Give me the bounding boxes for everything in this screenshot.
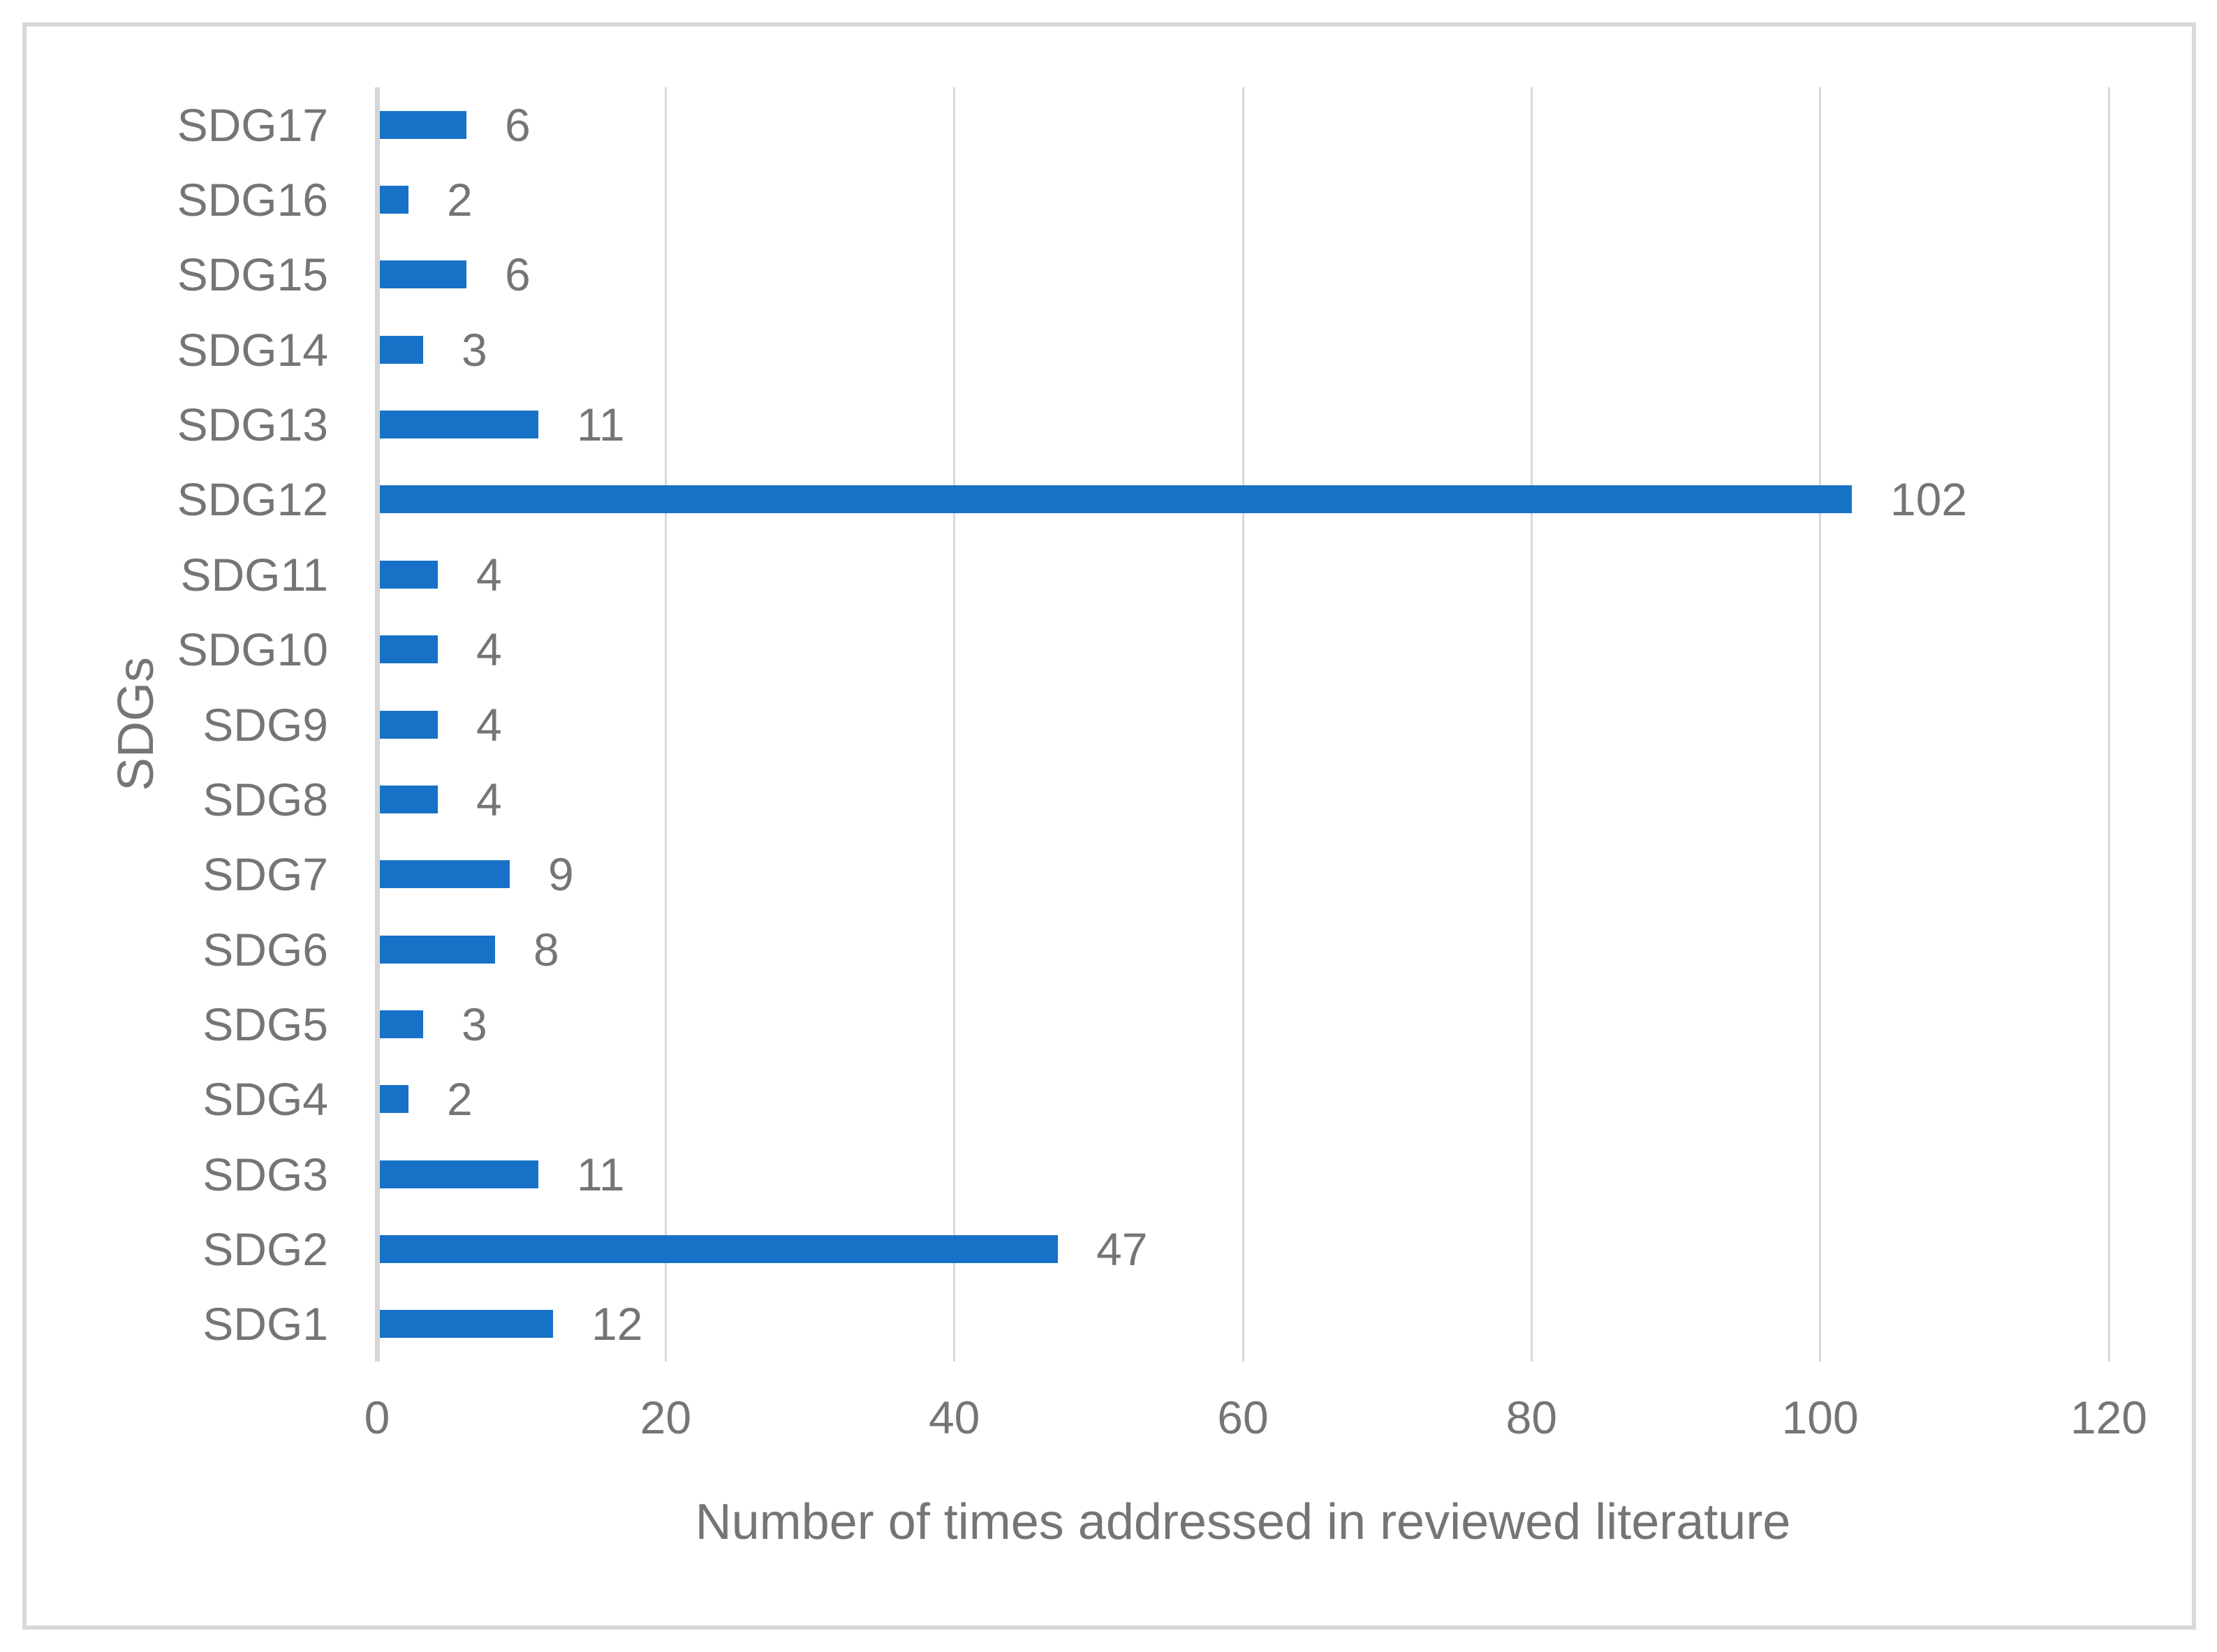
bar xyxy=(380,860,510,889)
bar xyxy=(380,710,438,739)
x-tick-label: 40 xyxy=(928,1392,980,1443)
category-label: SDG5 xyxy=(202,998,328,1050)
value-label: 9 xyxy=(548,848,574,901)
bar xyxy=(380,110,466,139)
value-label: 8 xyxy=(533,923,559,975)
value-label: 3 xyxy=(462,998,487,1050)
value-label: 12 xyxy=(591,1298,643,1350)
plot-area xyxy=(374,87,2110,1362)
value-label: 11 xyxy=(577,1148,625,1200)
x-tick-label: 60 xyxy=(1217,1392,1269,1443)
category-label: SDG2 xyxy=(202,1223,328,1275)
gridline xyxy=(1819,87,1822,1362)
category-label: SDG7 xyxy=(202,848,328,901)
category-label: SDG17 xyxy=(177,98,328,151)
bar xyxy=(380,335,423,364)
bar xyxy=(380,785,438,813)
bar xyxy=(380,186,408,214)
bar xyxy=(380,411,538,439)
bar xyxy=(380,1160,538,1188)
bar xyxy=(380,260,466,289)
bar xyxy=(380,560,438,589)
x-tick-label: 20 xyxy=(640,1392,692,1443)
category-label: SDG13 xyxy=(177,399,328,451)
category-label: SDG16 xyxy=(177,174,328,226)
bar xyxy=(380,635,438,664)
gridline xyxy=(953,87,956,1362)
category-label: SDG9 xyxy=(202,698,328,751)
value-label: 2 xyxy=(447,174,473,226)
value-label: 4 xyxy=(476,548,502,600)
gridline xyxy=(664,87,667,1362)
value-label: 2 xyxy=(447,1073,473,1126)
x-axis-title: Number of times addressed in reviewed li… xyxy=(695,1494,1791,1550)
value-label: 6 xyxy=(505,98,531,151)
x-tick-label: 100 xyxy=(1781,1392,1859,1443)
bar xyxy=(380,1010,423,1038)
value-label: 4 xyxy=(476,698,502,751)
category-label: SDG4 xyxy=(202,1073,328,1126)
category-label: SDG8 xyxy=(202,773,328,825)
bar xyxy=(380,935,495,964)
gridline xyxy=(2107,87,2110,1362)
category-label: SDG14 xyxy=(177,323,328,376)
category-label: SDG3 xyxy=(202,1148,328,1200)
bar xyxy=(380,485,1852,514)
category-label: SDG11 xyxy=(180,548,328,600)
category-axis-line xyxy=(374,87,380,1362)
value-label: 11 xyxy=(577,399,625,451)
gridline xyxy=(1242,87,1244,1362)
value-label: 6 xyxy=(505,249,531,301)
bar xyxy=(380,1310,553,1338)
gridline xyxy=(1530,87,1533,1362)
bar xyxy=(380,1085,408,1114)
value-label: 4 xyxy=(476,624,502,676)
value-label: 102 xyxy=(1890,473,1968,526)
category-label: SDG10 xyxy=(177,624,328,676)
category-label: SDG6 xyxy=(202,923,328,975)
value-label: 47 xyxy=(1096,1223,1148,1275)
category-label: SDG1 xyxy=(202,1298,328,1350)
category-label: SDG15 xyxy=(177,249,328,301)
chart-frame xyxy=(22,22,2196,1630)
category-label: SDG12 xyxy=(177,473,328,526)
bar xyxy=(380,1234,1058,1263)
x-tick-label: 120 xyxy=(2070,1392,2148,1443)
x-tick-label: 80 xyxy=(1505,1392,1558,1443)
value-label: 3 xyxy=(462,323,487,376)
value-label: 4 xyxy=(476,773,502,825)
x-tick-label: 0 xyxy=(364,1392,390,1443)
